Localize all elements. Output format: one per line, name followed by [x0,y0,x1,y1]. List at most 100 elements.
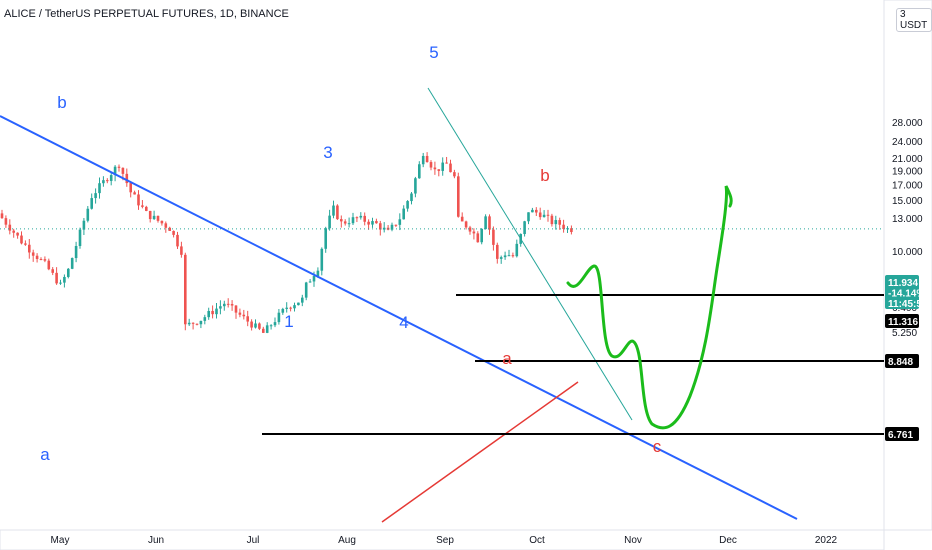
candle [176,231,179,250]
candle [464,220,468,230]
candle-body [148,210,152,220]
candle-body [429,162,433,168]
red-trendline [381,381,579,523]
candle-body [86,208,90,221]
candle [215,303,218,319]
candle [43,256,47,263]
candle-body [566,228,569,230]
price-tick-label: 10.000 [892,247,923,258]
candle [492,226,495,251]
candle-body [238,312,242,315]
candle [250,319,253,331]
candle-body [133,192,136,195]
price-badge-text: 11:45:51 [888,299,928,310]
candle-body [164,223,168,228]
candle [67,267,70,279]
candle-body [293,305,296,309]
candle-body [262,328,265,333]
candle-body [265,325,269,333]
level-2-badge: 8.848 [885,354,919,368]
price-badge-text: 6.761 [888,430,913,441]
candle-body [199,320,203,325]
wave-label: c [653,437,662,456]
candle-body [117,166,121,168]
candle-body [70,258,74,269]
candle [398,213,402,231]
candle [328,209,331,231]
candle-body [351,217,355,224]
candle-body [269,325,273,327]
last-price-badge: 11.934-14.14%11:45:51 [885,275,928,310]
price-badge-bg [885,275,919,309]
candle [371,217,374,228]
candle-body [410,193,413,202]
wave-label: 5 [429,43,438,62]
candle [199,320,203,329]
candle [102,176,105,187]
wave-label: a [40,445,50,464]
candle [457,172,460,218]
candle [542,210,546,218]
candle [82,218,86,236]
candle-body [223,303,226,307]
candle [152,210,156,220]
candle [262,326,265,334]
candle [433,161,437,175]
candle [293,302,296,312]
candles [0,152,573,334]
candle [480,228,483,245]
price-scale-currency-button[interactable]: 3 USDT [896,8,932,32]
candle-body [141,205,144,207]
candle [137,190,140,210]
candle [148,210,152,223]
candle-body [562,224,565,230]
price-tick-label: 21.000 [892,154,923,165]
candle-body [375,221,378,224]
candle [336,204,339,220]
price-badge-bg [885,314,919,328]
candle [265,322,269,334]
candle-body [160,220,164,224]
candle [24,240,27,246]
candle [320,247,324,276]
price-tick-label: 24.000 [892,137,923,148]
candle [145,205,148,212]
candle [421,152,425,168]
candle [223,300,226,311]
time-tick-label: Aug [338,535,356,546]
candle [414,176,417,198]
candle [460,212,464,222]
candle-body [550,215,554,225]
candle-body [515,243,519,257]
scale-prefix: 3 [900,9,906,20]
candle-body [538,212,542,218]
candle [70,257,74,270]
candle [238,308,242,318]
candle-body [480,228,483,243]
candle-body [363,215,366,222]
price-axis-panel [883,0,932,531]
candle [363,212,366,226]
price-badge-text: -14.14% [888,289,925,300]
candle [351,212,355,225]
candle [410,192,413,205]
candle-body [379,223,382,230]
price-badge-bg [885,427,919,441]
candle [106,178,109,184]
price-tick-label: 5.250 [892,328,917,339]
price-tick-label: 13.000 [892,214,923,225]
drawings [0,87,884,523]
candle [207,307,210,320]
candle-body [250,321,253,328]
candle-body [90,198,93,209]
candle [301,294,304,307]
candle [16,232,19,239]
candle-body [336,205,339,220]
candle [8,219,12,235]
candle [254,319,257,329]
candle [390,222,394,232]
candle [562,219,565,233]
candle-body [176,234,179,247]
